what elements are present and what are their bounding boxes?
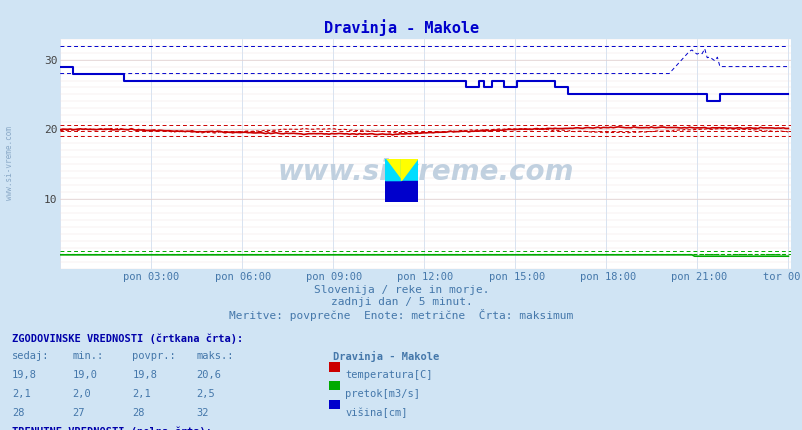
Text: 20,6: 20,6 (196, 370, 221, 380)
Text: Slovenija / reke in morje.: Slovenija / reke in morje. (314, 285, 488, 295)
Text: www.si-vreme.com: www.si-vreme.com (277, 158, 573, 186)
Text: 19,0: 19,0 (72, 370, 97, 380)
Text: 2,1: 2,1 (12, 389, 30, 399)
Text: povpr.:: povpr.: (132, 351, 176, 361)
Text: pretok[m3/s]: pretok[m3/s] (345, 389, 419, 399)
Text: 27: 27 (72, 408, 85, 418)
Text: 2,5: 2,5 (196, 389, 215, 399)
Text: Dravinja - Makole: Dravinja - Makole (333, 351, 439, 362)
Text: 2,0: 2,0 (72, 389, 91, 399)
Text: Meritve: povprečne  Enote: metrične  Črta: maksimum: Meritve: povprečne Enote: metrične Črta:… (229, 309, 573, 321)
Text: 28: 28 (132, 408, 145, 418)
Text: www.si-vreme.com: www.si-vreme.com (5, 126, 14, 200)
Text: 32: 32 (196, 408, 209, 418)
Text: maks.:: maks.: (196, 351, 234, 361)
Polygon shape (401, 159, 417, 181)
Text: višina[cm]: višina[cm] (345, 408, 407, 418)
Text: 19,8: 19,8 (132, 370, 157, 380)
Text: ZGODOVINSKE VREDNOSTI (črtkana črta):: ZGODOVINSKE VREDNOSTI (črtkana črta): (12, 333, 243, 344)
Text: temperatura[C]: temperatura[C] (345, 370, 432, 380)
Polygon shape (385, 159, 401, 181)
Text: TRENUTNE VREDNOSTI (polna črta):: TRENUTNE VREDNOSTI (polna črta): (12, 427, 212, 430)
Text: Dravinja - Makole: Dravinja - Makole (323, 19, 479, 37)
Text: zadnji dan / 5 minut.: zadnji dan / 5 minut. (330, 297, 472, 307)
Text: 28: 28 (12, 408, 25, 418)
Text: sedaj:: sedaj: (12, 351, 50, 361)
Polygon shape (385, 181, 417, 202)
Text: 2,1: 2,1 (132, 389, 151, 399)
Text: 19,8: 19,8 (12, 370, 37, 380)
Text: min.:: min.: (72, 351, 103, 361)
Polygon shape (401, 159, 417, 181)
Polygon shape (385, 159, 401, 181)
